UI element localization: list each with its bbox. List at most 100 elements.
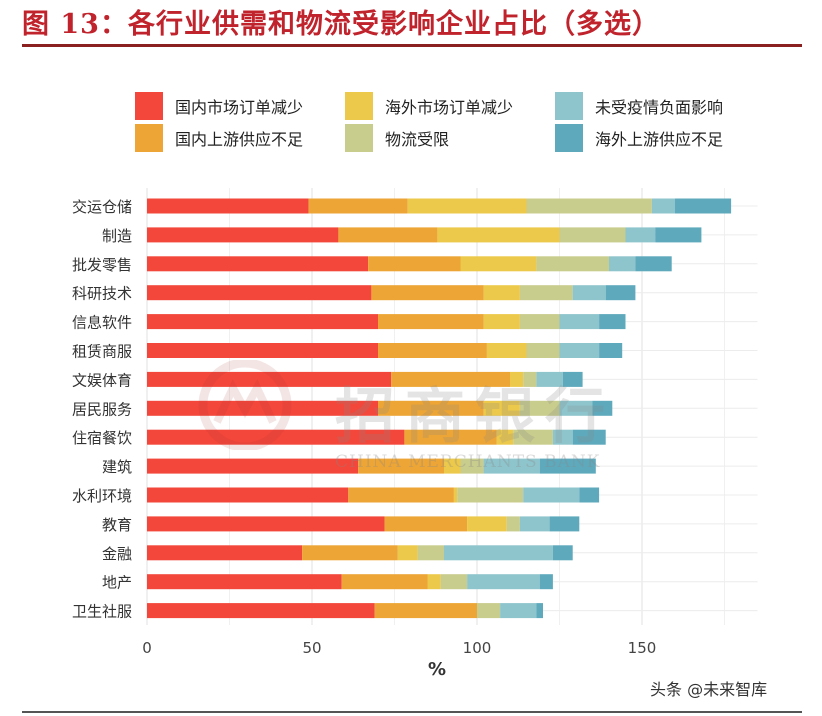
bar-segment — [592, 400, 613, 416]
bar-segment — [675, 198, 732, 214]
bar-segment — [147, 516, 385, 532]
x-tick-label: 150 — [628, 639, 657, 657]
bar-segment — [536, 371, 563, 387]
legend-item: 国内上游供应不足 — [135, 124, 303, 152]
bar-segment — [467, 516, 507, 532]
x-axis-ticks: 0 50 100 150 — [142, 639, 656, 657]
legend-swatch — [135, 92, 163, 120]
legend-swatch — [345, 124, 373, 152]
bar-segment — [483, 400, 520, 416]
bar-segment — [391, 371, 510, 387]
bar-segment — [378, 343, 487, 358]
bar-segment — [341, 574, 428, 590]
category-label: 批发零售 — [72, 256, 132, 274]
bar-segment — [444, 458, 461, 474]
watermark-text: 招商银行 — [335, 382, 615, 452]
bar-segment — [599, 314, 626, 330]
bar-segment — [368, 256, 461, 272]
bar-segment — [500, 603, 537, 619]
category-label: 水利环境 — [72, 487, 132, 505]
bar-segment — [358, 458, 444, 474]
bar-segment — [559, 400, 593, 416]
bar-segment — [302, 545, 398, 561]
bar-segment — [651, 198, 675, 214]
bar-segment — [526, 343, 560, 358]
bar-segment — [338, 227, 438, 243]
bar-segment — [147, 371, 392, 387]
legend-swatch — [135, 124, 163, 152]
bar-segment — [378, 400, 484, 416]
legend-label: 物流受限 — [385, 130, 450, 149]
bar-segment — [147, 429, 405, 445]
bar-segment — [519, 516, 550, 532]
bar-segment — [536, 603, 543, 619]
bar-segment — [579, 487, 600, 503]
bar-segment — [513, 429, 553, 445]
bar-segment — [559, 227, 626, 243]
bar-segment — [457, 487, 524, 503]
bar-segment — [519, 314, 560, 330]
bar-segment — [635, 256, 672, 272]
bar-segment — [572, 429, 606, 445]
category-label: 居民服务 — [72, 400, 132, 418]
legend-item: 海外上游供应不足 — [555, 124, 723, 152]
bar-segment — [486, 343, 527, 358]
bar-segment — [483, 285, 520, 301]
bar-segment — [417, 545, 444, 561]
category-label: 科研技术 — [72, 285, 132, 303]
bar-segment — [519, 400, 560, 416]
bar-segment — [539, 458, 596, 474]
bar-segment — [444, 545, 553, 561]
bar-segment — [371, 285, 484, 301]
bar-segment — [407, 198, 527, 214]
legend-item: 海外市场订单减少 — [345, 92, 513, 120]
bar-segment — [147, 314, 378, 330]
bar-segment — [605, 285, 636, 301]
bar-segment — [526, 198, 652, 214]
bar-segment — [427, 574, 441, 590]
category-label: 金融 — [102, 545, 132, 563]
bar-segment — [440, 574, 468, 590]
bar-segment — [147, 227, 339, 243]
bar-segment — [147, 198, 309, 214]
x-tick-label: 50 — [302, 639, 321, 657]
category-label: 交运仓储 — [72, 198, 132, 216]
bar-segment — [483, 458, 540, 474]
bar-segment — [549, 516, 580, 532]
watermark-subtext: CHINA MERCHANTS BANK — [335, 452, 601, 472]
bar-segment — [523, 371, 537, 387]
bar-segment — [147, 574, 342, 590]
legend-swatch — [345, 92, 373, 120]
category-label: 卫生社服 — [72, 603, 132, 621]
legend-label: 未受疫情负面影响 — [595, 98, 724, 117]
bar-segment — [374, 603, 477, 619]
bar-segment — [147, 545, 303, 561]
category-label: 文娱体育 — [72, 371, 132, 389]
category-label: 信息软件 — [72, 314, 132, 332]
category-label: 地产 — [102, 574, 132, 592]
bar-segment — [559, 343, 600, 358]
bar-segment — [506, 516, 520, 532]
bar-segment — [404, 429, 497, 445]
bar-segment — [609, 256, 636, 272]
bar-segment — [147, 285, 372, 301]
bar-segment — [519, 285, 573, 301]
bars — [147, 198, 732, 619]
legend-swatch — [555, 124, 583, 152]
category-label: 建筑 — [102, 458, 132, 476]
category-label: 制造 — [102, 227, 132, 245]
bar-segment — [460, 256, 537, 272]
x-axis-label: % — [428, 659, 446, 680]
legend-label: 海外市场订单减少 — [385, 98, 514, 117]
legend-item: 物流受限 — [345, 124, 449, 152]
bar-segment — [147, 458, 359, 474]
bar-segment — [559, 314, 600, 330]
bar-segment — [147, 487, 349, 503]
title-divider — [22, 44, 802, 47]
x-tick-label: 0 — [142, 639, 152, 657]
legend-item: 未受疫情负面影响 — [555, 92, 723, 120]
legend-label: 国内市场订单减少 — [175, 98, 304, 117]
x-tick-label: 100 — [463, 639, 492, 657]
bottom-divider — [22, 711, 802, 713]
